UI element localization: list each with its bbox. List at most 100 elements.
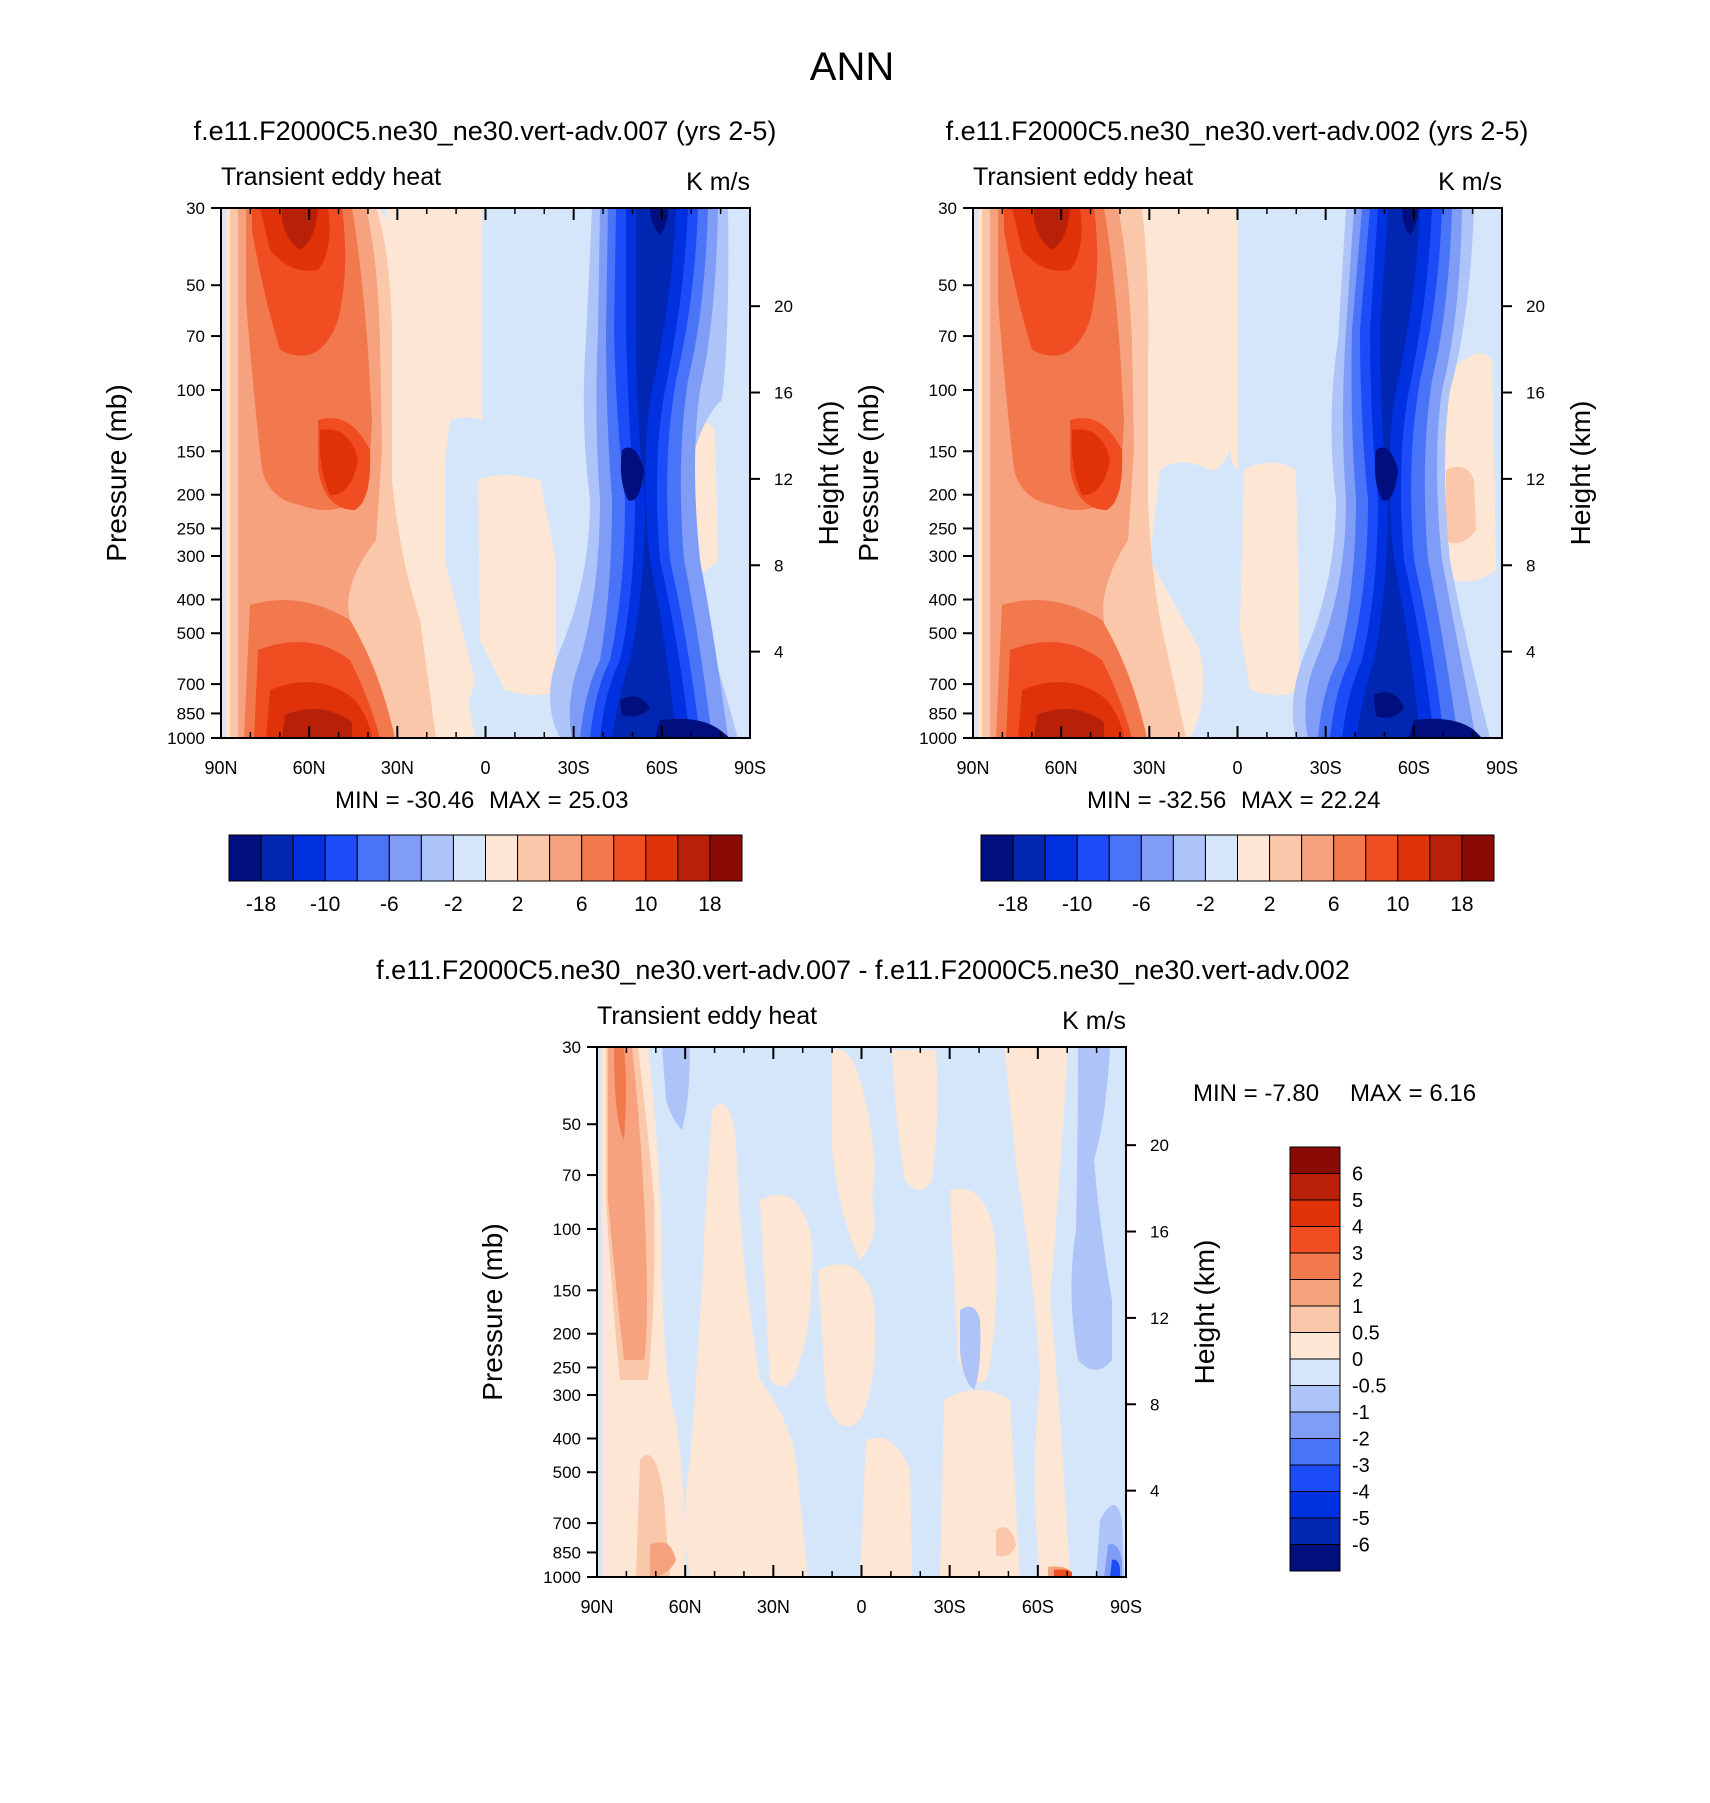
colorbar-box [388, 834, 422, 882]
colorbar-box [1301, 834, 1335, 882]
colorbar-box [1289, 1491, 1341, 1519]
band-pos-2 [685, 1104, 808, 1577]
colorbar-box [1012, 834, 1046, 882]
colorbar-label: 6 [1352, 1164, 1363, 1186]
latitude-tick-label: 90N [956, 758, 989, 778]
colorbar-box [1333, 834, 1367, 882]
colorbar-box [1044, 834, 1078, 882]
pressure-tick-label: 30 [562, 1038, 581, 1057]
colorbar-box [1289, 1411, 1341, 1439]
pressure-tick-label: 30 [938, 199, 957, 218]
band-pos-3 [760, 1195, 813, 1387]
colorbar-box [420, 834, 454, 882]
panel-2-max: MAX = 22.24 [1241, 787, 1380, 814]
height-tick-label: 4 [774, 643, 783, 662]
latitude-tick-label: 0 [1232, 758, 1242, 778]
height-tick-label: 16 [1150, 1223, 1169, 1242]
band-neg-8 [620, 447, 644, 501]
colorbar-label: 6 [576, 893, 588, 916]
colorbar-box [1289, 1305, 1341, 1333]
colorbar-box [1289, 1438, 1341, 1466]
pressure-tick-label: 100 [177, 381, 205, 400]
panel-1-axes: 305070100150200250300400500700850100090N… [167, 199, 793, 778]
colorbar-box [645, 834, 679, 882]
colorbar-box [1204, 834, 1238, 882]
pressure-tick-label: 300 [177, 547, 205, 566]
band-neg-3 [960, 1306, 981, 1390]
colorbar-label: -4 [1352, 1482, 1370, 1504]
colorbar-label: -0.5 [1352, 1376, 1386, 1398]
pressure-tick-label: 50 [562, 1115, 581, 1134]
band-pos-6 [860, 1438, 912, 1577]
latitude-tick-label: 30S [558, 758, 590, 778]
colorbar-label: -10 [310, 893, 340, 916]
colorbar-label: -2 [1196, 893, 1215, 916]
colorbar-label: 18 [1450, 893, 1473, 916]
latitude-tick-label: 60N [293, 758, 326, 778]
panel-1-colorbar: -18 -10 -6 -2 2 6 10 18 [228, 834, 743, 916]
panel-1-field [221, 208, 750, 738]
height-tick-label: 12 [774, 470, 793, 489]
band-neg-1 [662, 1047, 690, 1130]
colorbar-box [1289, 1464, 1341, 1492]
band-pos-14 [1071, 429, 1110, 495]
pressure-tick-label: 100 [929, 381, 957, 400]
panel-3-max: MAX = 6.16 [1350, 1080, 1476, 1107]
colorbar-label: 3 [1352, 1243, 1363, 1265]
band-pos-17 [614, 1047, 626, 1140]
colorbar-box [324, 834, 358, 882]
colorbar-label: -5 [1352, 1508, 1370, 1530]
pressure-tick-label: 200 [929, 486, 957, 505]
panel-3-ylabel: Pressure (mb) [477, 1223, 508, 1400]
band-pos-15 [650, 1542, 676, 1577]
band-pos-13 [319, 429, 358, 495]
colorbar-label: 2 [1264, 893, 1276, 916]
band-pos-14 [608, 1047, 647, 1360]
colorbar-box [1269, 834, 1303, 882]
pressure-tick-label: 200 [177, 486, 205, 505]
pressure-tick-label: 400 [177, 591, 205, 610]
colorbar-label: 0.5 [1352, 1323, 1380, 1345]
height-tick-label: 12 [1150, 1309, 1169, 1328]
band-pos-3 [478, 475, 556, 695]
height-tick-label: 8 [1150, 1395, 1159, 1414]
pressure-tick-label: 150 [929, 442, 957, 461]
pressure-tick-label: 200 [553, 1325, 581, 1344]
pressure-tick-label: 500 [177, 624, 205, 643]
colorbar-box [1365, 834, 1399, 882]
colorbar-box [452, 834, 486, 882]
pressure-tick-label: 50 [186, 276, 205, 295]
colorbar-label: -10 [1062, 893, 1092, 916]
band-pos-16 [282, 708, 352, 738]
latitude-tick-label: 0 [856, 1597, 866, 1617]
pressure-tick-label: 30 [186, 199, 205, 218]
band-neg-7 [650, 208, 668, 235]
latitude-tick-label: 60S [1398, 758, 1430, 778]
latitude-tick-label: 90N [580, 1597, 613, 1617]
pressure-tick-label: 1000 [543, 1568, 581, 1587]
pressure-tick-label: 150 [553, 1281, 581, 1300]
panel-3: f.e11.F2000C5.ne30_ne30.vert-adv.007 - f… [376, 955, 1476, 1617]
latitude-tick-label: 60N [669, 1597, 702, 1617]
colorbar-box [1076, 834, 1110, 882]
colorbar-box [709, 834, 743, 882]
panel-3-ylabel-right: Height (km) [1189, 1240, 1220, 1385]
colorbar-box [1289, 1279, 1341, 1307]
colorbar-label: 18 [698, 893, 721, 916]
height-tick-label: 16 [774, 384, 793, 403]
colorbar-box [1289, 1385, 1341, 1413]
colorbar-label: 4 [1352, 1217, 1363, 1239]
colorbar-box [356, 834, 390, 882]
pressure-tick-label: 150 [177, 442, 205, 461]
panel-3-left-label: Transient eddy heat [597, 1002, 817, 1030]
colorbar-box [292, 834, 326, 882]
latitude-tick-label: 30N [1133, 758, 1166, 778]
panel-1-ylabel-right: Height (km) [813, 401, 844, 546]
panel-2-units: K m/s [1438, 168, 1502, 196]
band-pos-7 [892, 1050, 938, 1190]
band-neg-6 [1110, 1559, 1120, 1577]
colorbar-box [1140, 834, 1174, 882]
band-neg-6 [612, 208, 676, 738]
pressure-tick-label: 300 [553, 1386, 581, 1405]
